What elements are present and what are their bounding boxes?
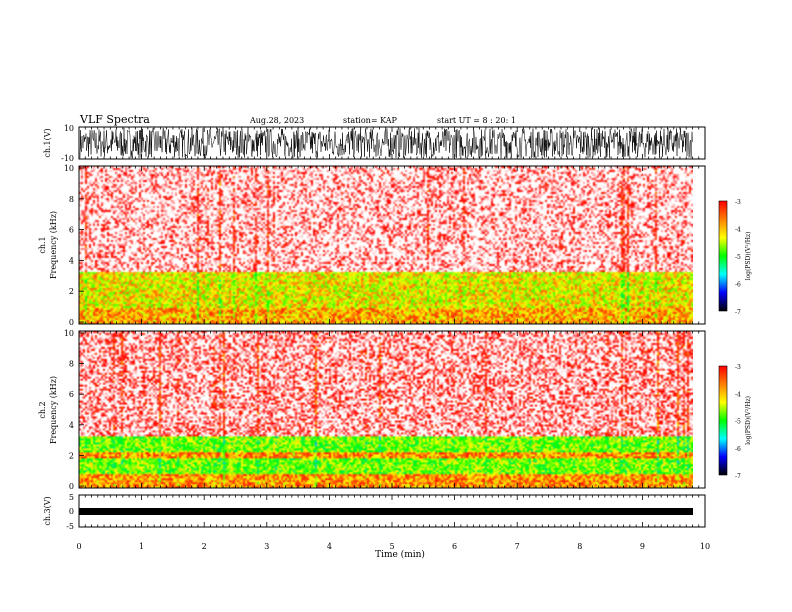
ch2-channel-label: ch.2 [38, 401, 47, 418]
ch2-spectrogram-image [79, 331, 693, 488]
time-tick-label-7: 7 [515, 542, 520, 551]
ch2-spectrogram-yticks: 10 8 6 4 2 0 [64, 329, 84, 491]
ch3-ytick-top: 5 [69, 493, 74, 502]
ch1-spectrogram-panel: 10 8 6 4 2 0 ch.1 Frequency (kHz) [38, 164, 706, 327]
time-tick-label-10: 10 [700, 542, 710, 551]
time-tick-label-6: 6 [452, 542, 457, 551]
colorbar-label: log(PSD)(V²/Hz) [745, 396, 752, 445]
ch3-ytick-bottom: -5 [66, 522, 74, 531]
ch2-colorbar: -3 -4 -5 -6 -7 log(PSD)(V²/Hz) [718, 364, 752, 480]
ch1-spectrogram-ytick-2: 2 [69, 287, 74, 296]
ch1-spectrogram-ytick-10: 10 [64, 164, 74, 173]
time-tick-label-2: 2 [202, 542, 207, 551]
ch3-waveform-ylabel: ch.3(V) [43, 496, 52, 525]
time-axis-label: Time (min) [375, 549, 425, 560]
colorbar-tick--7: -7 [735, 309, 741, 316]
date-label: Aug.28, 2023 [249, 116, 304, 125]
time-tick-label-5: 5 [389, 542, 394, 551]
ch3-ytick-mid: 0 [69, 507, 74, 516]
ch1-colorbar: -3 -4 -5 -6 -7 log(PSD)(V²/Hz) [718, 199, 752, 316]
colorbar-tick--3: -3 [735, 199, 741, 206]
ch1-channel-label: ch.1 [38, 236, 47, 253]
ch1-spectrogram-ytick-0: 0 [69, 318, 74, 327]
station-label: station= KAP [343, 116, 398, 125]
ch2-spectrogram-ytick-4: 4 [69, 421, 74, 430]
colorbar-tick--5: -5 [735, 254, 741, 261]
colorbar-tick--3: -3 [735, 364, 741, 371]
ch1-ytick-top: 10 [64, 124, 74, 133]
time-tick-label-1: 1 [139, 542, 144, 551]
time-axis-ticks [78, 127, 706, 527]
ch2-spectrogram-ytick-8: 8 [69, 360, 74, 369]
colorbar-tick--4: -4 [735, 227, 741, 234]
ch2-spectrogram-ytick-10: 10 [64, 329, 74, 338]
time-tick-label-8: 8 [577, 542, 582, 551]
ch1-spectrogram-ytick-8: 8 [69, 195, 74, 204]
colorbar-label: log(PSD)(V²/Hz) [745, 232, 752, 281]
ch1-frequency-label: Frequency (kHz) [49, 211, 58, 279]
time-tick-label-9: 9 [640, 542, 645, 551]
time-tick-label-3: 3 [264, 542, 269, 551]
ch1-spectrogram-yticks: 10 8 6 4 2 0 [64, 164, 84, 327]
ch1-waveform-ylabel: ch.1(V) [43, 128, 52, 157]
figure-title: VLF Spectra [79, 113, 150, 126]
colorbar-tick--7: -7 [735, 473, 741, 480]
ch1-spectrogram-ytick-6: 6 [69, 226, 74, 235]
colorbar-strip [718, 200, 728, 312]
colorbar-tick--5: -5 [735, 419, 741, 426]
ch2-spectrogram-ytick-0: 0 [69, 482, 74, 491]
colorbar-tick--6: -6 [735, 282, 741, 289]
colorbar-tick--4: -4 [735, 391, 741, 398]
colorbar-tick--6: -6 [735, 446, 741, 453]
time-tick-label-4: 4 [327, 542, 332, 551]
ch2-frequency-label: Frequency (kHz) [49, 376, 58, 444]
colorbar-strip [718, 365, 728, 476]
ch1-spectrogram-ytick-4: 4 [69, 256, 74, 265]
ch3-waveform-panel: 5 0 -5 ch.3(V) [43, 493, 706, 531]
time-axis-tick-labels: 0 1 2 3 4 5 6 7 8 9 10 [76, 542, 710, 551]
ch2-spectrogram-ytick-6: 6 [69, 390, 74, 399]
ch1-waveform-trace [79, 127, 693, 159]
ch2-spectrogram-panel: 10 8 6 4 2 0 ch.2 Frequency (kHz) [38, 329, 706, 491]
ch3-waveform-trace [79, 508, 693, 515]
ch1-waveform-panel: 10 -10 ch.1(V) [43, 124, 706, 163]
time-tick-label-0: 0 [76, 542, 81, 551]
ch1-spectrogram-image [79, 166, 693, 324]
start-time-label: start UT = 8 : 20: 1 [437, 116, 516, 125]
ch1-ytick-bottom: -10 [61, 154, 74, 163]
ch1-waveform-line [79, 127, 693, 159]
ch2-spectrogram-ytick-2: 2 [69, 451, 74, 460]
